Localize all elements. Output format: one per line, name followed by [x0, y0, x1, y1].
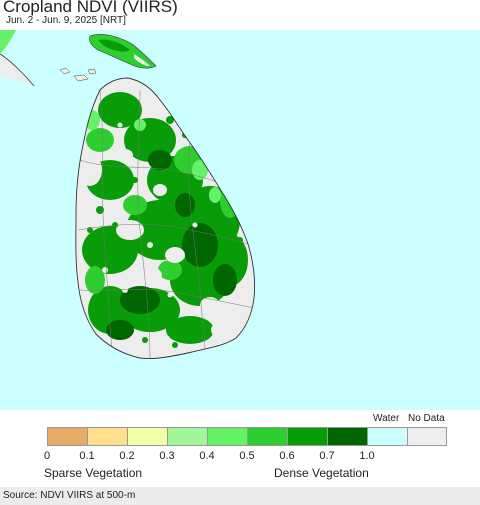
- map-subtitle: Jun. 2 - Jun. 9, 2025 [NRT]: [6, 15, 126, 26]
- map-panel: [0, 30, 480, 410]
- legend-swatch-1: [87, 427, 127, 446]
- legend-tick-label: 1.0: [359, 450, 375, 462]
- legend-nodata-label: No Data: [408, 413, 445, 424]
- legend-swatch-6: [287, 427, 327, 446]
- legend-tick-label: 0.4: [199, 450, 215, 462]
- adams-bridge-islets: [59, 67, 97, 82]
- jaffna-peninsula: [89, 34, 157, 69]
- legend-sparse-label: Sparse Vegetation: [44, 466, 143, 480]
- mainland-green-area: [0, 30, 16, 54]
- legend-water-label: Water: [373, 413, 400, 424]
- legend-swatch-9: [407, 427, 447, 446]
- legend-tick-label: 0: [43, 450, 51, 462]
- ndvi-map: [0, 30, 256, 359]
- legend-tick-label: 0.3: [159, 450, 175, 462]
- legend-swatch-3: [167, 427, 207, 446]
- legend-color-bar: [47, 427, 447, 446]
- legend-swatch-5: [247, 427, 287, 446]
- legend-swatch-8: [367, 427, 407, 446]
- island-coastline: [75, 77, 256, 359]
- legend-tick-label: 0.5: [239, 450, 255, 462]
- mainland-edge-area: [0, 54, 34, 86]
- legend-swatch-4: [207, 427, 247, 446]
- sri-lanka-island: [75, 77, 256, 359]
- legend-swatch-7: [327, 427, 367, 446]
- legend-swatch-0: [47, 427, 87, 446]
- source-note: Source: NDVI VIIRS at 500-m: [3, 490, 136, 501]
- legend-tick-label: 0.6: [279, 450, 295, 462]
- map-title: Cropland NDVI (VIIRS): [3, 0, 178, 16]
- mainland-coast: [0, 53, 35, 87]
- legend-tick-label: 0.7: [319, 450, 335, 462]
- legend-tick-label: 0.2: [119, 450, 135, 462]
- legend-tick-label: 0.1: [79, 450, 95, 462]
- legend-dense-label: Dense Vegetation: [274, 466, 369, 480]
- legend-swatch-2: [127, 427, 167, 446]
- footer-bar: Source: NDVI VIIRS at 500-m: [0, 487, 480, 505]
